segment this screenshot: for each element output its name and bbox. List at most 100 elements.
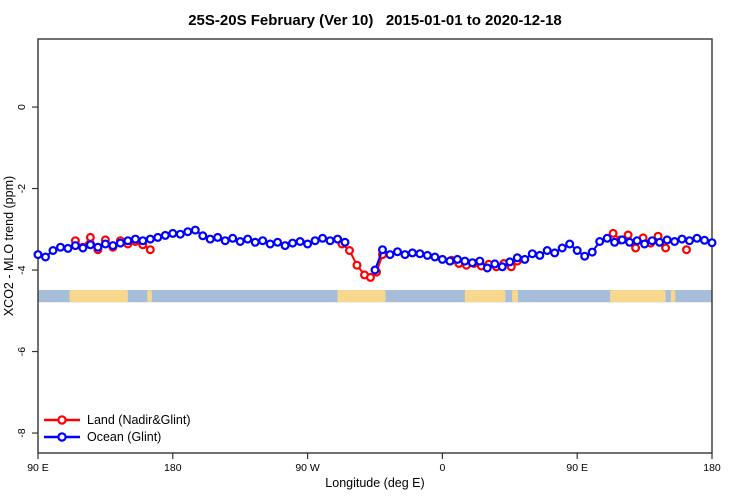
y-tick-label: 0: [16, 104, 28, 110]
data-point: [145, 245, 155, 255]
data-point: [273, 237, 283, 247]
data-point: [228, 233, 238, 243]
data-point: [677, 234, 687, 244]
legend-marker-icon: [57, 415, 67, 425]
data-point: [325, 236, 335, 246]
data-point: [303, 239, 313, 249]
data-point: [295, 237, 305, 247]
data-series: [33, 225, 717, 282]
legend: Land (Nadir&Glint) Ocean (Glint): [44, 413, 191, 444]
data-point: [145, 234, 155, 244]
y-tick-label: -8: [16, 428, 28, 437]
legend-item-ocean: Ocean (Glint): [44, 430, 161, 444]
data-point: [115, 238, 125, 248]
data-point: [527, 249, 537, 259]
data-point: [63, 243, 73, 253]
data-point: [183, 227, 193, 237]
data-point: [490, 259, 500, 269]
data-point: [235, 237, 245, 247]
data-point: [258, 236, 268, 246]
data-point: [572, 246, 582, 256]
band-land-segment: [147, 290, 152, 303]
data-point: [647, 236, 657, 246]
data-point: [407, 248, 417, 258]
data-point: [632, 236, 642, 246]
data-point: [475, 256, 485, 266]
data-point: [123, 236, 133, 246]
data-point: [213, 232, 223, 242]
band-land-segment: [512, 290, 519, 303]
y-tick-label: -2: [16, 184, 28, 193]
data-point: [707, 238, 717, 248]
data-point: [460, 256, 470, 266]
data-point: [602, 233, 612, 243]
data-point: [48, 246, 58, 256]
data-point: [153, 232, 163, 242]
band-land-segment: [464, 290, 506, 303]
x-tick-label: 180: [703, 462, 721, 474]
data-point: [655, 237, 665, 247]
data-point: [692, 233, 702, 243]
data-point: [437, 254, 447, 264]
series-ocean: [33, 225, 717, 275]
data-point: [662, 235, 672, 245]
data-point: [288, 238, 298, 248]
data-point: [220, 236, 230, 246]
data-point: [595, 237, 605, 247]
data-point: [520, 254, 530, 264]
land-ocean-band: [38, 290, 712, 303]
legend-label: Land (Nadir&Glint): [87, 413, 191, 427]
data-point: [333, 234, 343, 244]
data-point: [617, 235, 627, 245]
data-point: [631, 243, 641, 253]
data-point: [93, 242, 103, 252]
x-axis-title: Longitude (deg E): [325, 476, 424, 490]
data-point: [467, 258, 477, 268]
data-point: [400, 250, 410, 260]
data-point: [610, 237, 620, 247]
data-point: [175, 229, 185, 239]
band-land-segment: [670, 290, 676, 303]
data-point: [445, 256, 455, 266]
data-point: [580, 251, 590, 261]
legend-item-land: Land (Nadir&Glint): [44, 413, 191, 427]
data-point: [535, 250, 545, 260]
data-point: [497, 262, 507, 272]
data-point: [108, 241, 118, 251]
y-tick-label: -4: [16, 265, 28, 274]
data-point: [542, 246, 552, 256]
data-point: [565, 239, 575, 249]
y-axis-title: XCO2 - MLO trend (ppm): [2, 176, 16, 316]
data-point: [205, 234, 215, 244]
y-tick-label: -6: [16, 347, 28, 356]
data-point: [340, 237, 350, 247]
data-point: [40, 252, 50, 262]
data-point: [661, 243, 671, 253]
data-point: [33, 250, 43, 260]
data-point: [557, 243, 567, 253]
data-point: [422, 250, 432, 260]
data-point: [393, 247, 403, 257]
data-point: [318, 233, 328, 243]
data-point: [670, 237, 680, 247]
data-point: [55, 242, 65, 252]
chart-title: 25S-20S February (Ver 10) 2015-01-01 to …: [188, 12, 562, 29]
data-point: [587, 247, 597, 257]
data-point: [625, 237, 635, 247]
legend-label: Ocean (Glint): [87, 430, 161, 444]
data-point: [265, 239, 275, 249]
x-tick-label: 0: [439, 462, 445, 474]
band-land-segment: [610, 290, 666, 303]
data-point: [85, 240, 95, 250]
data-point: [352, 260, 362, 270]
data-point: [243, 234, 253, 244]
data-point: [190, 225, 200, 235]
data-point: [345, 246, 355, 256]
band-land-segment: [337, 290, 386, 303]
data-point: [608, 228, 618, 238]
data-point: [130, 234, 140, 244]
band-land-segment: [69, 290, 128, 303]
data-point: [452, 254, 462, 264]
data-point: [415, 249, 425, 259]
